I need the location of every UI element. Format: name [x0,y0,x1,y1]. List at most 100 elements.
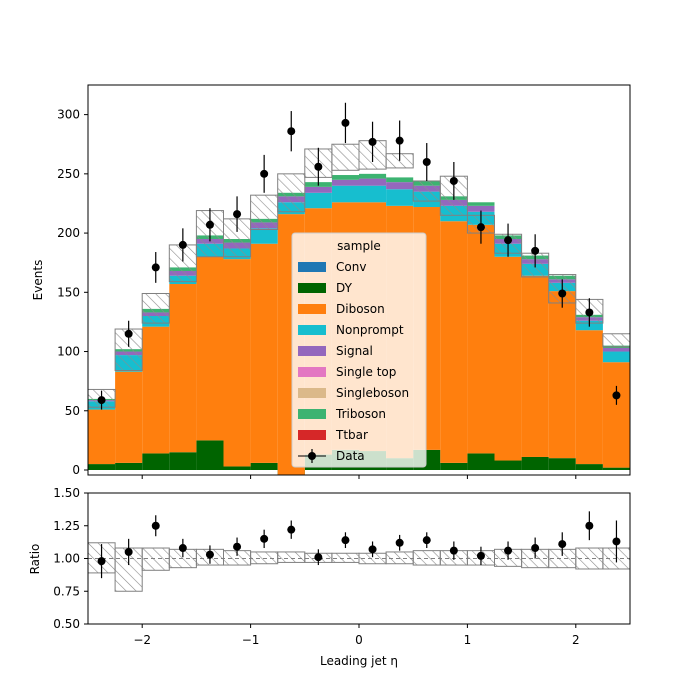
y-tick-label: 200 [57,226,80,240]
bar-signal [359,178,387,186]
y-tick-label: 50 [65,404,80,418]
legend-label: DY [336,281,353,295]
legend-swatch [298,388,326,398]
main-y-ticks: 0 50 100 150 200 250 300 [57,108,88,477]
bar-diboson [440,221,468,463]
y-tick-label: 300 [57,108,80,122]
bar-diboson [88,409,116,465]
x-tick-label: 1 [464,633,472,647]
bar-signal [331,179,359,186]
bar-dy [250,462,278,470]
ratio-point [178,544,187,553]
ratio-point [612,537,621,546]
ratio-point [476,551,485,560]
legend-swatch [298,283,326,293]
ratio-point [504,546,513,555]
data-point [260,169,269,178]
legend-swatch [298,367,326,377]
main-panel: 0 50 100 150 200 250 300 Events [31,84,631,479]
data-point [422,158,431,166]
legend-label: Ttbar [335,428,368,442]
data-point [314,162,323,171]
uncertainty-bin [412,180,441,202]
ratio-uncertainty-bin [277,551,306,563]
bar-nonprompt [304,192,332,209]
data-point [476,223,485,232]
ratio-point [260,534,269,543]
bar-dy [115,462,143,470]
data-point [151,263,160,272]
legend-swatch [298,304,326,314]
bar-dy [494,460,522,470]
bar-triboson [467,202,495,206]
legend-swatch [298,262,326,272]
bar-diboson [196,256,224,441]
ratio-y-tick-label: 1.00 [53,552,80,566]
ratio-y-tick-label: 0.50 [53,617,80,631]
ratio-x-ticks: −2 −1 0 1 2 [133,624,580,647]
ratio-y-axis-label: Ratio [28,544,42,575]
data-point [368,137,377,146]
bar-diboson [521,275,549,457]
ratio-point [341,536,350,545]
ratio-point [531,544,540,553]
bar-diboson [467,224,495,454]
legend-marker [308,452,316,460]
legend-label: Diboson [336,302,385,316]
data-point [558,289,567,298]
uncertainty-bin [602,333,630,348]
ratio-point [205,550,214,559]
bar-dy [521,456,549,470]
y-tick-label: 100 [57,345,80,359]
data-point [233,210,242,219]
y-tick-label: 150 [57,285,80,299]
bar-nonprompt [386,189,414,206]
data-point [124,329,133,338]
legend-label: Data [336,449,365,463]
ratio-points [97,511,621,579]
data-point [585,308,594,317]
bar-diboson [548,291,576,459]
bar-nonprompt [250,228,278,244]
main-x-ticks [141,475,577,479]
bar-dy [602,467,630,470]
ratio-uncertainty-band [88,542,630,592]
bar-dy [196,440,224,470]
data-point [612,391,621,400]
bar-dy [142,453,170,470]
bar-dy [440,462,468,470]
ratio-point [422,536,431,545]
bar-signal [602,347,630,352]
bar-diboson [250,243,278,463]
ratio-point [97,557,106,566]
ratio-uncertainty-bin [141,547,170,571]
bar-dy [223,466,251,470]
bar-nonprompt [359,185,387,203]
ratio-point [233,542,242,551]
bar-diboson [602,362,630,468]
x-axis-label: Leading jet η [320,654,398,668]
bar-triboson [359,173,387,179]
bar-dy [169,452,197,470]
y-tick-label: 0 [72,463,80,477]
legend-label: Signal [336,344,373,358]
ratio-uncertainty-bin [250,551,279,565]
legend-items: Conv DY Diboson Nonprompt Signal Single top Si… [298,260,409,463]
data-point [531,246,540,255]
x-tick-label: 2 [572,633,580,647]
uncertainty-bin [141,292,170,324]
legend-swatch [298,430,326,440]
ratio-point [314,553,323,562]
ratio-point [449,546,458,555]
bar-diboson [142,326,170,454]
data-point [449,176,458,185]
bar-nonprompt [602,351,630,363]
bar-diboson [223,259,251,467]
bar-diboson [115,371,143,463]
bar-diboson [494,256,522,461]
legend-label: Singleboson [336,386,409,400]
ratio-point [395,538,404,547]
uncertainty-bin [331,143,360,171]
bar-diboson [169,284,197,453]
